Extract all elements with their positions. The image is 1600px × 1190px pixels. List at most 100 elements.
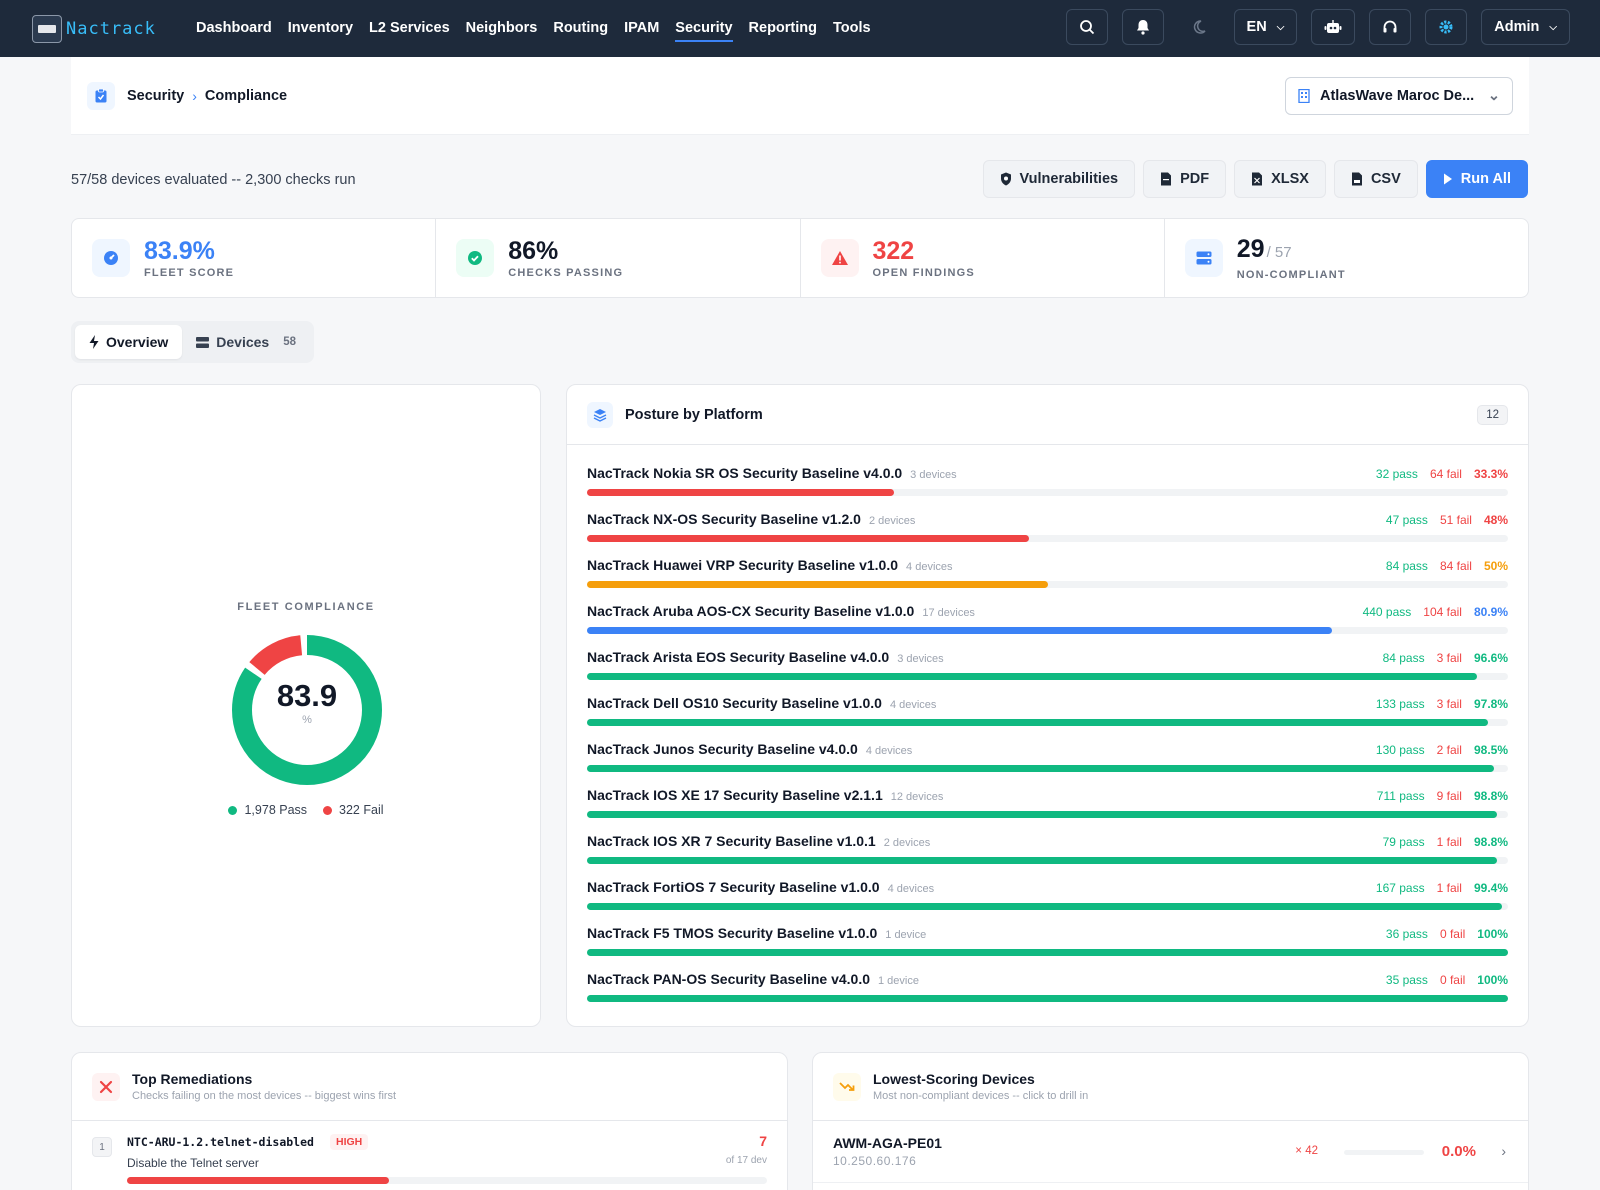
device-score: 0.0% <box>1441 1143 1476 1160</box>
platform-row[interactable]: NacTrack Arista EOS Security Baseline v4… <box>587 649 1508 695</box>
breadcrumb-security[interactable]: Security <box>127 87 185 104</box>
layers-icon <box>587 401 613 428</box>
non-compliant-value: 29 <box>1236 235 1265 263</box>
platform-score: 98.8% <box>1473 835 1508 849</box>
user-menu[interactable]: Admin ⌵ <box>1481 9 1570 45</box>
nav-inventory[interactable]: Inventory <box>287 19 354 36</box>
platform-stats: 167 pass 1 fail 99.4% <box>1376 881 1508 895</box>
export-pdf-button[interactable]: PDF <box>1143 160 1227 198</box>
platform-device-count: 12 devices <box>890 791 944 803</box>
lowest-header: Lowest-Scoring Devices Most non-complian… <box>813 1053 1528 1121</box>
tab-devices-count: 58 <box>283 336 296 348</box>
platform-pass-count: 47 pass <box>1385 513 1428 527</box>
tab-devices-label: Devices <box>216 334 270 350</box>
platform-device-count: 1 device <box>878 975 919 987</box>
open-findings-label: OPEN FINDINGS <box>872 267 975 279</box>
fleet-score-value: 83.9% <box>144 237 215 265</box>
platform-name: NacTrack PAN-OS Security Baseline v4.0.0 <box>587 971 870 987</box>
platform-name: NacTrack Dell OS10 Security Baseline v1.… <box>587 695 882 711</box>
platform-score: 98.8% <box>1473 789 1508 803</box>
platform-row[interactable]: NacTrack FortiOS 7 Security Baseline v1.… <box>587 879 1508 925</box>
stat-non-compliant: 29/ 57 NON-COMPLIANT <box>1165 219 1528 297</box>
platform-score-bar <box>587 857 1508 864</box>
device-fail-count: × 42 <box>1295 1145 1318 1157</box>
nav-dashboard[interactable]: Dashboard <box>196 19 272 36</box>
lowest-subtitle: Most non-compliant devices -- click to d… <box>873 1090 1089 1102</box>
assistant-button[interactable] <box>1311 9 1356 45</box>
robot-icon <box>1324 20 1342 33</box>
vulnerabilities-button[interactable]: Vulnerabilities <box>982 160 1136 198</box>
open-findings-value: 322 <box>872 237 915 265</box>
platform-row[interactable]: NacTrack F5 TMOS Security Baseline v1.0.… <box>587 925 1508 971</box>
nav-neighbors[interactable]: Neighbors <box>465 19 538 36</box>
platform-score: 100% <box>1477 973 1508 987</box>
language-select[interactable]: EN ⌵ <box>1233 9 1298 45</box>
app-logo[interactable]: Nactrack <box>32 14 192 43</box>
view-tabs: Overview Devices 58 <box>71 321 314 363</box>
stats-row: 83.9% FLEET SCORE 86% CHECKS PASSING 322… <box>71 218 1529 298</box>
remediations-title: Top Remediations <box>132 1071 253 1087</box>
non-compliant-total: / 57 <box>1266 244 1292 261</box>
fail-dot-icon <box>323 805 333 815</box>
run-all-button[interactable]: Run All <box>1425 160 1528 198</box>
platform-score: 98.5% <box>1473 743 1508 757</box>
platform-row[interactable]: NacTrack PAN-OS Security Baseline v4.0.0… <box>587 971 1508 1017</box>
remediation-item[interactable]: 1 NTC-ARU-1.2.telnet-disabled HIGH Disab… <box>72 1121 787 1190</box>
platform-name: NacTrack Aruba AOS-CX Security Baseline … <box>587 603 915 619</box>
platform-score-fill <box>587 535 1030 542</box>
platform-device-count: 2 devices <box>883 837 931 849</box>
notifications-button[interactable] <box>1121 9 1164 45</box>
export-csv-button[interactable]: CSV <box>1333 160 1418 198</box>
stat-fleet-score: 83.9% FLEET SCORE <box>72 219 437 297</box>
platform-stats: 130 pass 2 fail 98.5% <box>1376 743 1508 757</box>
platform-score: 100% <box>1477 927 1508 941</box>
non-compliant-label: NON-COMPLIANT <box>1236 269 1346 281</box>
chevron-right-icon[interactable]: › <box>1501 1143 1506 1159</box>
platform-pass-count: 167 pass <box>1375 881 1425 895</box>
platform-row[interactable]: NacTrack IOS XE 17 Security Baseline v2.… <box>587 787 1508 833</box>
platform-stats: 440 pass 104 fail 80.9% <box>1363 605 1508 619</box>
donut-pass-segment <box>232 635 382 785</box>
tab-devices[interactable]: Devices 58 <box>182 325 310 359</box>
nav-reporting[interactable]: Reporting <box>748 19 817 36</box>
platform-list: NacTrack Nokia SR OS Security Baseline v… <box>567 445 1528 1017</box>
device-row[interactable]: AWM-AGA-PE01 10.250.60.176 × 42 0.0% › <box>813 1121 1528 1183</box>
pdf-label: PDF <box>1180 171 1210 187</box>
theme-toggle[interactable] <box>1178 9 1220 45</box>
platform-row[interactable]: NacTrack Junos Security Baseline v4.0.0 4… <box>587 741 1508 787</box>
export-xlsx-button[interactable]: XLSX <box>1234 160 1326 198</box>
settings-button[interactable] <box>1425 9 1468 45</box>
platform-row[interactable]: NacTrack Huawei VRP Security Baseline v1… <box>587 557 1508 603</box>
platform-score-bar <box>587 489 1508 496</box>
nav-l2-services[interactable]: L2 Services <box>369 19 450 36</box>
platform-fail-count: 0 fail <box>1439 973 1466 987</box>
platform-score-bar <box>587 627 1508 634</box>
platform-row[interactable]: NacTrack NX-OS Security Baseline v1.2.0 2… <box>587 511 1508 557</box>
platform-name: NacTrack IOS XE 17 Security Baseline v2.… <box>587 787 883 803</box>
tab-overview[interactable]: Overview <box>75 325 183 359</box>
nav-security[interactable]: Security <box>675 16 733 42</box>
posture-by-platform-card: Posture by Platform 12 NacTrack Nokia SR… <box>566 384 1529 1027</box>
platform-fail-count: 104 fail <box>1423 605 1462 619</box>
platform-device-count: 1 device <box>885 929 927 941</box>
platform-name: NacTrack NX-OS Security Baseline v1.2.0 <box>587 511 861 527</box>
support-button[interactable] <box>1369 9 1412 45</box>
platform-score: 96.6% <box>1473 651 1508 665</box>
tenant-select[interactable]: AtlasWave Maroc De... ⌄ <box>1285 77 1513 115</box>
platform-row[interactable]: NacTrack Aruba AOS-CX Security Baseline … <box>587 603 1508 649</box>
legend-pass-label: 1,978 Pass <box>244 803 308 817</box>
bell-icon <box>1136 20 1149 35</box>
platform-score-fill <box>587 627 1333 634</box>
platform-name: NacTrack Huawei VRP Security Baseline v1… <box>587 557 899 573</box>
nav-tools[interactable]: Tools <box>833 19 871 36</box>
platform-row[interactable]: NacTrack Nokia SR OS Security Baseline v… <box>587 465 1508 511</box>
platform-row[interactable]: NacTrack Dell OS10 Security Baseline v1.… <box>587 695 1508 741</box>
shield-icon <box>1000 172 1011 186</box>
platform-score: 80.9% <box>1473 605 1508 619</box>
nav-routing[interactable]: Routing <box>553 19 609 36</box>
platform-row[interactable]: NacTrack IOS XR 7 Security Baseline v1.0… <box>587 833 1508 879</box>
nav-ipam[interactable]: IPAM <box>624 19 660 36</box>
platform-score-bar <box>587 949 1508 956</box>
logo-icon <box>32 14 62 43</box>
search-button[interactable] <box>1065 9 1108 45</box>
